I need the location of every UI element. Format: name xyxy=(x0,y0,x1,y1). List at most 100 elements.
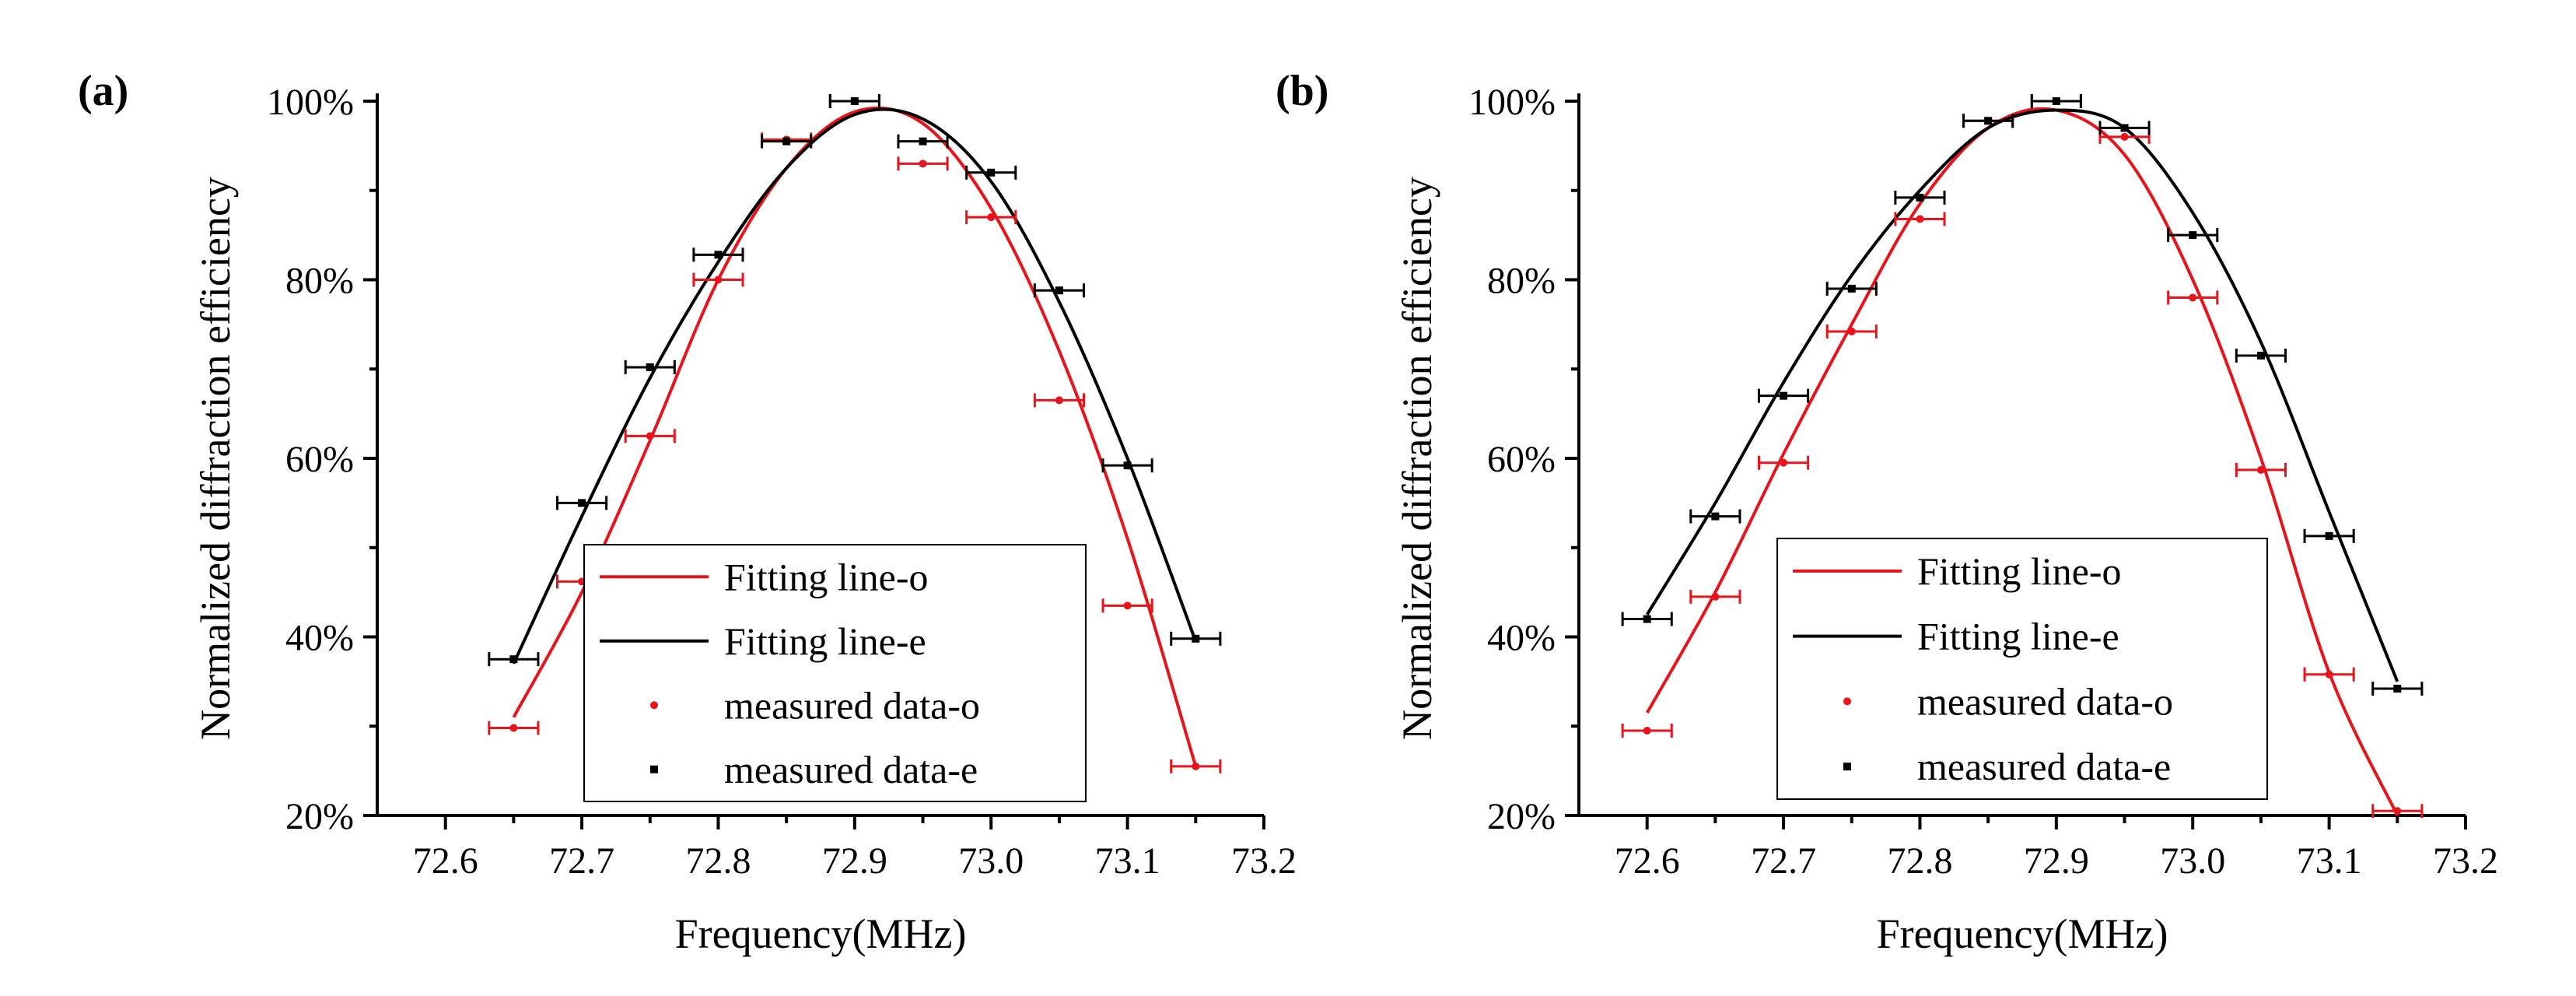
y-tick-label: 80% xyxy=(1487,261,1556,302)
marker-dot xyxy=(2256,465,2265,474)
data-point-o xyxy=(624,429,676,444)
data-point-o xyxy=(1170,759,1222,773)
marker-square xyxy=(1643,615,1651,623)
data-point-e xyxy=(2235,349,2287,363)
marker-square xyxy=(1055,286,1063,295)
legend: Fitting line-o Fitting line-e measured dat… xyxy=(1776,538,2268,800)
data-point-o xyxy=(692,272,744,287)
marker-dot xyxy=(1055,396,1063,405)
y-axis-title: Normalized diffraction efficiency xyxy=(192,177,239,740)
data-point-e xyxy=(2030,94,2082,108)
data-point-o xyxy=(1621,723,1673,738)
chart-panel-b: (b) 72.6 72.7 72.8 72.9 73.0 73.1 73.2 20% 40% 60%… xyxy=(1276,67,2498,957)
data-point-e xyxy=(965,165,1017,180)
marker-square xyxy=(782,137,791,146)
data-point-e xyxy=(1962,114,2014,128)
marker-square xyxy=(1192,634,1200,643)
data-point-e xyxy=(761,134,813,149)
marker-dot xyxy=(2393,807,2402,815)
x-tick-label: 72.9 xyxy=(822,840,887,882)
y-tick-label: 60% xyxy=(285,439,354,480)
panel-label: (a) xyxy=(78,67,128,115)
marker-dot xyxy=(646,432,654,440)
marker-dot xyxy=(1192,762,1200,770)
y-tick-label: 20% xyxy=(285,796,354,837)
data-point-o xyxy=(2167,290,2219,305)
data-point-e xyxy=(1894,190,1946,205)
legend-box xyxy=(1776,538,2268,800)
data-point-o xyxy=(965,210,1017,225)
marker-square xyxy=(1916,193,1924,202)
legend-entry-label: Fitting line-o xyxy=(1917,549,2122,593)
data-point-e xyxy=(1033,283,1085,298)
data-point-o xyxy=(897,156,949,171)
data-point-e xyxy=(2167,228,2219,243)
x-tick-label: 72.6 xyxy=(1615,840,1680,882)
y-axis-title: Normalized diffraction efficiency xyxy=(1394,177,1440,740)
y-tick-label: 40% xyxy=(1487,618,1556,659)
legend-entry-label: Fitting line-o xyxy=(724,555,929,598)
legend-box xyxy=(583,544,1087,802)
panel-label: (b) xyxy=(1276,67,1328,115)
marker-square xyxy=(2120,124,2129,132)
data-point-o xyxy=(1101,598,1153,613)
marker-square xyxy=(2256,352,2265,360)
y-tick-label: 100% xyxy=(267,82,354,123)
marker-square xyxy=(2189,231,2197,240)
y-tick-label: 100% xyxy=(1468,82,1556,123)
marker-dot xyxy=(714,275,723,284)
data-point-e xyxy=(2371,682,2424,696)
y-tick-label: 40% xyxy=(285,618,354,659)
x-axis-title: Frequency(MHz) xyxy=(675,910,967,957)
y-tick-label: 20% xyxy=(1487,796,1556,837)
marker-square xyxy=(714,251,723,259)
x-tick-label: 73.0 xyxy=(2160,840,2225,882)
fit-line-e xyxy=(1645,108,2399,682)
marker-square xyxy=(2393,685,2402,693)
data-point-e xyxy=(692,247,744,262)
marker-dot xyxy=(1847,328,1856,336)
marker-dot xyxy=(919,160,927,168)
x-tick-label: 73.1 xyxy=(2297,840,2362,882)
marker-dot xyxy=(1643,726,1651,735)
marker-square xyxy=(1711,512,1720,521)
legend: Fitting line-o Fitting line-e measured dat… xyxy=(583,544,1087,802)
legend-swatch-square xyxy=(650,765,658,773)
marker-square xyxy=(919,137,927,146)
x-tick-label: 72.7 xyxy=(1751,840,1816,882)
fit-line-o xyxy=(1645,107,2399,816)
marker-dot xyxy=(1916,215,1924,223)
fit-line-e xyxy=(512,107,1198,665)
x-tick-label: 72.6 xyxy=(413,840,478,882)
marker-dot xyxy=(1780,458,1788,467)
x-tick-label: 72.8 xyxy=(685,840,751,882)
marker-dot xyxy=(987,213,996,222)
legend-entry-label: Fitting line-e xyxy=(1917,615,2119,658)
data-point-e xyxy=(1758,388,1810,403)
fit-line-o xyxy=(512,106,1198,767)
marker-dot xyxy=(2325,670,2333,679)
data-point-e xyxy=(1621,612,1673,626)
marker-square xyxy=(2325,531,2333,540)
x-tick-label: 73.1 xyxy=(1095,840,1160,882)
legend-swatch-dot xyxy=(650,701,658,710)
marker-square xyxy=(1847,284,1856,293)
legend-entry-label: measured data-e xyxy=(1917,745,2171,788)
marker-square xyxy=(987,168,996,177)
marker-square xyxy=(578,499,586,507)
data-point-e xyxy=(2098,121,2151,135)
data-point-e xyxy=(556,496,608,510)
legend-entry-label: measured data-o xyxy=(724,683,980,727)
data-point-o xyxy=(2371,804,2424,819)
data-point-e xyxy=(828,94,880,108)
data-point-e xyxy=(1825,281,1878,296)
chart-panel-a: (a) 72.6 72.7 72.8 72.9 73.0 73.1 73.2 20% 40% 60%… xyxy=(78,67,1297,957)
data-point-e xyxy=(624,359,676,374)
x-tick-label: 73.0 xyxy=(958,840,1024,882)
marker-dot xyxy=(1711,592,1720,601)
marker-dot xyxy=(1123,601,1132,610)
legend-entry-label: Fitting line-e xyxy=(724,619,926,663)
marker-square xyxy=(1123,461,1132,470)
data-point-o xyxy=(1894,212,1946,226)
